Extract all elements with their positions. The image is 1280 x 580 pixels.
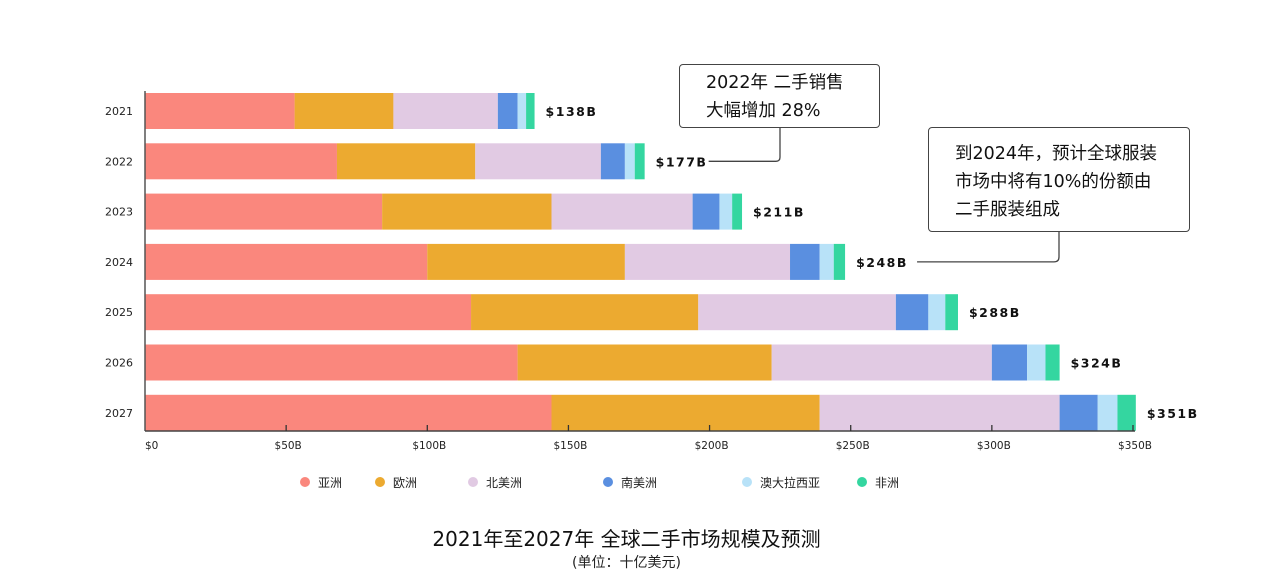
bar-segment-2026-4 (1027, 344, 1046, 381)
bar-segment-2027-1 (551, 394, 820, 431)
annotation-line: 大幅增加 28% (706, 101, 821, 121)
bar-segment-2025-0 (145, 294, 472, 331)
bar-segment-2023-1 (382, 193, 552, 230)
x-tick-label: $250B (836, 440, 870, 452)
annotation-line: 二手服装组成 (955, 200, 1060, 220)
total-label: $177B (656, 154, 708, 169)
legend-swatch (300, 477, 310, 487)
bar-segment-2023-2 (551, 193, 693, 230)
x-tick-label: $150B (553, 440, 587, 452)
total-label: $288B (969, 305, 1021, 320)
bar-segment-2023-0 (145, 193, 383, 230)
bar-segment-2025-3 (895, 294, 929, 331)
annotation-2024-share: 到2024年，预计全球服装 市场中将有10%的份额由 二手服装组成 (928, 127, 1190, 232)
y-tick-label: 2021 (105, 105, 133, 118)
legend-swatch (742, 477, 752, 487)
bar-segment-2021-5 (526, 93, 535, 129)
y-tick-label: 2024 (105, 256, 133, 269)
bar-segment-2022-2 (475, 143, 601, 180)
bar-segment-2025-2 (698, 294, 896, 331)
chart-subtitle: (单位：十亿美元) (572, 555, 681, 571)
bar-segment-2024-1 (427, 243, 625, 280)
legend-swatch (857, 477, 867, 487)
bar-segment-2026-3 (991, 344, 1028, 381)
y-tick-label: 2025 (105, 306, 133, 319)
legend-label: 南美洲 (621, 475, 657, 490)
bar-segment-2024-5 (833, 243, 846, 280)
x-tick-label: $50B (275, 440, 302, 452)
bar-segment-2027-3 (1059, 394, 1098, 431)
annotation-line: 2022年 二手销售 (706, 73, 844, 93)
bar-segment-2024-3 (790, 243, 820, 280)
bar-segment-2023-5 (732, 193, 743, 230)
bar-segment-2026-2 (771, 344, 992, 381)
bar-segment-2022-1 (336, 143, 476, 180)
x-tick-label: $350B (1118, 440, 1152, 452)
y-axis-labels: 2021 2022 2023 2024 2025 2026 2027 (105, 105, 133, 420)
legend-swatch (603, 477, 613, 487)
bar-segment-2021-4 (517, 93, 527, 129)
legend-label: 北美洲 (486, 476, 522, 490)
total-label: $324B (1071, 356, 1123, 371)
annotation-line: 市场中将有10%的份额由 (955, 172, 1152, 192)
y-tick-label: 2026 (105, 357, 133, 370)
y-tick-label: 2023 (105, 206, 133, 219)
bar-segment-2021-1 (294, 93, 394, 129)
y-tick-label: 2027 (105, 407, 133, 420)
x-tick-label: $0 (145, 440, 158, 452)
bar-segment-2026-1 (517, 344, 772, 381)
legend-label: 欧洲 (393, 476, 417, 490)
x-axis-ticks: $0 $50B $100B $150B $200B $250B $300B $350B (145, 425, 1152, 452)
legend-swatch (375, 477, 385, 487)
leader-line-2022 (708, 128, 781, 162)
legend-label: 非洲 (875, 476, 899, 490)
bar-segment-2025-4 (928, 294, 946, 331)
x-tick-label: $100B (412, 440, 446, 452)
bar-segment-2026-5 (1045, 344, 1060, 381)
bar-segment-2023-4 (719, 193, 733, 230)
bar-segment-2027-5 (1117, 394, 1136, 431)
bar-segment-2022-0 (145, 143, 337, 180)
bar-segment-2027-0 (145, 394, 552, 431)
leader-line-2024 (917, 232, 1060, 263)
bar-segment-2025-5 (945, 294, 958, 331)
legend-label: 澳大拉西亚 (760, 475, 820, 490)
bar-segment-2027-2 (819, 394, 1060, 431)
total-label: $211B (753, 205, 805, 220)
bar-segment-2021-2 (393, 93, 498, 129)
annotation-line: 到2024年，预计全球服装 (955, 144, 1158, 164)
bars-layer (145, 93, 1136, 431)
legend-swatch (468, 477, 478, 487)
total-label: $351B (1147, 406, 1199, 421)
callout-leader-lines (708, 128, 1060, 263)
bar-segment-2022-4 (624, 143, 635, 180)
bar-segment-2022-5 (634, 143, 645, 180)
legend: 亚洲 欧洲 北美洲 南美洲 澳大拉西亚 非洲 (300, 475, 899, 490)
bar-segment-2021-0 (145, 93, 295, 129)
total-label: $138B (546, 104, 598, 119)
bar-segment-2024-2 (624, 243, 791, 280)
x-tick-label: $200B (695, 440, 729, 452)
bar-segment-2024-4 (819, 243, 834, 280)
total-labels: $138B $177B $211B $248B $288B $324B $351B (546, 104, 1199, 421)
chart-title: 2021年至2027年 全球二手市场规模及预测 (432, 527, 821, 551)
bar-segment-2021-3 (497, 93, 518, 129)
annotation-2022-growth: 2022年 二手销售 大幅增加 28% (679, 64, 880, 128)
bar-segment-2026-0 (145, 344, 518, 381)
bar-segment-2023-3 (692, 193, 720, 230)
x-tick-label: $300B (977, 440, 1011, 452)
legend-label: 亚洲 (318, 476, 342, 490)
y-tick-label: 2022 (105, 155, 133, 168)
bar-segment-2024-0 (145, 243, 428, 280)
bar-segment-2022-3 (600, 143, 625, 180)
bar-segment-2025-1 (471, 294, 699, 331)
bar-segment-2027-4 (1097, 394, 1118, 431)
total-label: $248B (856, 255, 908, 270)
